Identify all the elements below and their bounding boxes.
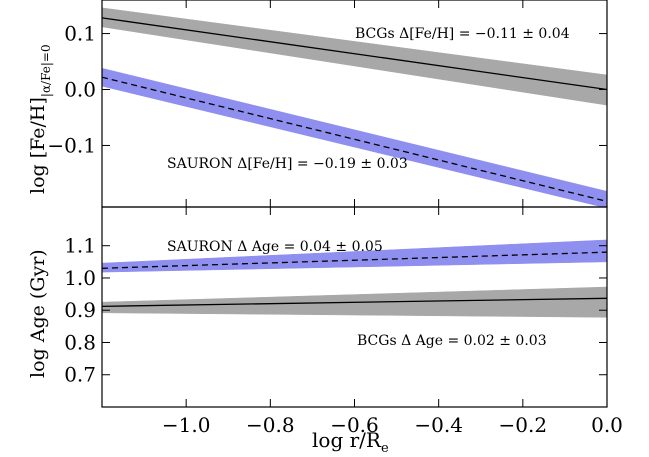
top-ticks: 0.1 0.0 −0.1 [47, 0, 608, 207]
xlabel: log r/Re [312, 428, 389, 456]
annotation-bcg-feh: BCGs Δ[Fe/H] = −0.11 ± 0.04 [355, 26, 570, 42]
top-ytick-label: −0.1 [47, 133, 96, 157]
annotation-bcg-age: BCGs Δ Age = 0.02 ± 0.03 [357, 333, 547, 349]
bottom-ticks: 1.1 1.0 0.9 0.8 0.7 −1.0 −0.8 −0.6 −0.4 −0.2 0.0 [64, 207, 623, 437]
bottom-ylabel: log Age (Gyr) [27, 249, 49, 378]
annotation-sauron-age: SAURON Δ Age = 0.04 ± 0.05 [167, 239, 383, 255]
xtick-label: −0.8 [246, 413, 295, 437]
xtick-label: −1.0 [162, 413, 211, 437]
top-ytick-label: 0.0 [64, 78, 96, 102]
bottom-ytick-label: 1.1 [64, 234, 96, 258]
bottom-plot-area [102, 239, 607, 318]
bottom-ytick-label: 0.9 [64, 298, 96, 322]
panel-age: 1.1 1.0 0.9 0.8 0.7 −1.0 −0.8 −0.6 −0.4 −0.2 0.0 S… [27, 206, 623, 456]
top-sauron-line [102, 76, 607, 203]
bottom-bcgs-line [102, 297, 607, 308]
xlabel-main: log r/R [312, 428, 382, 452]
bottom-ytick-label: 0.8 [64, 330, 96, 354]
xtick-label: −0.2 [499, 413, 548, 437]
top-bcgs-band [102, 7, 607, 106]
top-bcgs-line [102, 17, 607, 91]
top-ytick-label: 0.1 [64, 22, 96, 46]
top-ylabel-subscript: |α/Fe|=0 [39, 44, 53, 97]
xlabel-subscript: e [381, 441, 389, 456]
annotation-sauron-feh: SAURON Δ[Fe/H] = −0.19 ± 0.03 [167, 156, 408, 172]
xtick-label: −0.4 [414, 413, 463, 437]
top-sauron-band [102, 67, 607, 207]
bottom-ytick-label: 0.7 [64, 363, 96, 387]
top-plot-area [102, 7, 607, 207]
panel-metallicity: 0.1 0.0 −0.1 BCGs Δ[Fe/H] = −0.11 ± 0.04 S… [27, 0, 608, 208]
xtick-label: 0.0 [591, 413, 623, 437]
top-ylabel: log [Fe/H]|α/Fe|=0 [27, 44, 53, 194]
xtick-label: −0.6 [330, 413, 379, 437]
bottom-sauron-band [102, 239, 607, 273]
top-ylabel-main: log [Fe/H] [27, 97, 49, 194]
bottom-ytick-label: 1.0 [64, 266, 96, 290]
bottom-sauron-line [102, 251, 607, 269]
